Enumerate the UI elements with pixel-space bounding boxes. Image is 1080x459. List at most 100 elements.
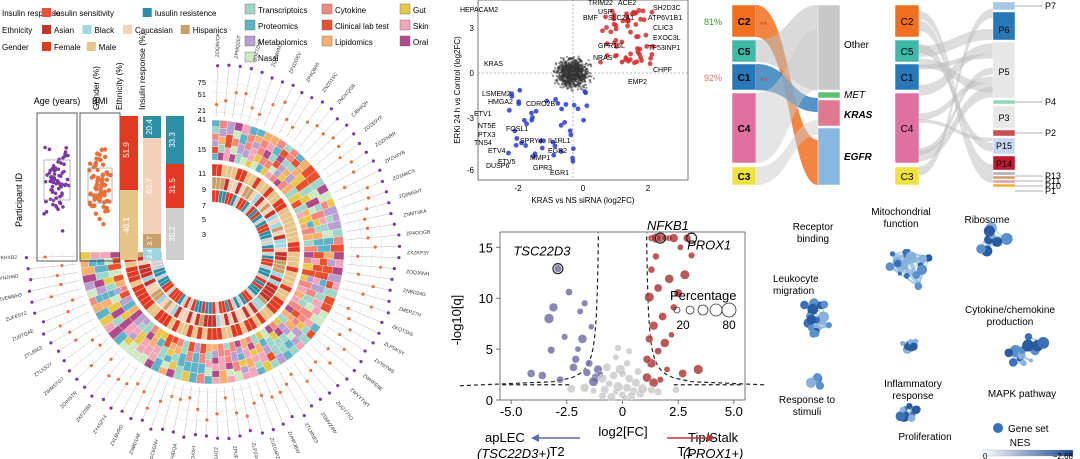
lollipop-stem [278,92,303,134]
participant-id: ZVY6TW5 [373,357,396,375]
age-point [61,156,65,160]
age-point [42,212,46,216]
bmi-point [104,170,110,175]
insulin-pct-1: 33.3 [168,132,177,148]
lollipop-stem [76,345,114,380]
network-node [800,300,809,310]
network-node [900,340,906,346]
purple-dot [83,385,87,389]
network-node [809,329,818,338]
scatter-point-up [640,8,646,14]
grid-arc [61,101,363,403]
network-node [1024,333,1033,341]
network-node [909,342,918,351]
network-cluster-label: Cytokine/chemokine production [965,305,1055,328]
size-legend-label: 80 [722,318,736,332]
age-point [44,210,49,214]
scatter-point-ns [582,77,586,80]
purple-dot [397,244,402,248]
scatter-point-down [506,107,512,113]
network-legend-title: Gene set [1008,424,1049,435]
scatter-point-ns [559,61,562,64]
alluvial2-node-right [992,1,1016,11]
network-node [907,414,916,422]
purple-dot [30,300,34,304]
participant-id: ZOQJ6NH [406,269,430,278]
lollipop-stem [334,170,380,193]
volcano-point-up [653,283,663,293]
scatter-point-up [650,44,656,49]
participant-id: ZUHPJBW [286,430,301,455]
scatter-gene-label-up: NRAS [593,55,613,62]
volcano-point-up [660,338,670,348]
scatter-point-up [614,44,619,49]
volcano-threshold [459,232,600,387]
lollipop-stem [142,377,161,421]
volcano-point-ns [614,344,622,352]
orange-dot [356,254,360,259]
scatter-point-ns [584,65,587,68]
orange-dot [215,412,219,416]
participant-id: ZPKHXB2 [0,255,17,262]
scatter-ticks: -2 0 2 3 0 -3 -6 [467,0,688,193]
scatter-point-down [544,98,550,104]
age-point [58,194,62,199]
purple-dot [271,428,275,432]
ring-segment [219,120,229,130]
orange-dot [223,396,227,400]
scatter-point-up [613,26,619,32]
purple-dot [204,434,209,438]
scatter-point-ns [565,61,568,64]
bmi-axis-title: BMI [92,96,108,106]
scatter-point-up [637,46,643,52]
age-point [43,145,47,150]
legend-item-label: Asian [54,26,74,35]
ring-segment [261,248,275,253]
volcano-axes: -5.0 -2.5 0 2.5 5.0 0 5 10 15 log2[FC] -log10[q] [449,231,765,439]
ring-segment [303,251,315,259]
volcano-point-down [581,299,589,307]
scatter-point-ns [562,69,566,72]
scatter-gene-label-down: ETV5 [498,159,516,166]
participant-id: ZWYYTWT [348,387,370,409]
scatter-point-ns [562,67,565,70]
age-point [65,177,70,182]
volcano-xtick-label: 5.0 [725,404,743,419]
network-node [983,225,995,237]
volcano-ytick-label: 10 [479,291,493,306]
volcano-point-ns [612,353,620,361]
volcano-xtick-label: 2.5 [669,404,687,419]
alluvial2-right-label: P10 [1045,181,1061,191]
scatter-gene-labels: TRIM22 ACE2 SH2D3C ATP6V1B1 SLC2A1 CLIC3 EXOC3… [460,0,682,177]
scatter-point-ns [574,73,577,77]
age-point [57,157,61,162]
radial-tick-label: 21 [198,106,206,115]
ring-segment [211,350,219,358]
ring-segment [223,348,232,357]
scatter-point-up [604,41,610,46]
scatter-gene-label-down: ETV1 [474,111,492,118]
ring-segment [211,376,221,385]
participant-id: ZP1DGEV [288,51,303,75]
purple-dot [387,201,391,205]
arrow-t2-label: T2 [549,444,564,459]
omics-swatch [321,3,333,15]
orange-dot [234,411,239,415]
scatter-xlabel: KRAS vs NS siRNA (log2FC) [531,196,634,205]
alluvial-node-right [817,4,841,91]
ring-segment [311,257,320,266]
scatter-point-ns [561,63,564,66]
scatter-point-ns [563,83,566,86]
lollipop-stem [321,332,362,362]
ring-segment [211,163,218,177]
network-node [912,271,921,279]
scatter-gene-label-down: EGR2 [548,148,567,155]
lollipop-stem [340,191,387,208]
participant-id: ZU0TQAE [11,328,35,343]
network-node [815,381,825,390]
scatter-point-ns [567,62,570,65]
bmi-point [93,185,98,190]
ring-segment [226,375,236,384]
scatter-point-down [529,117,535,123]
